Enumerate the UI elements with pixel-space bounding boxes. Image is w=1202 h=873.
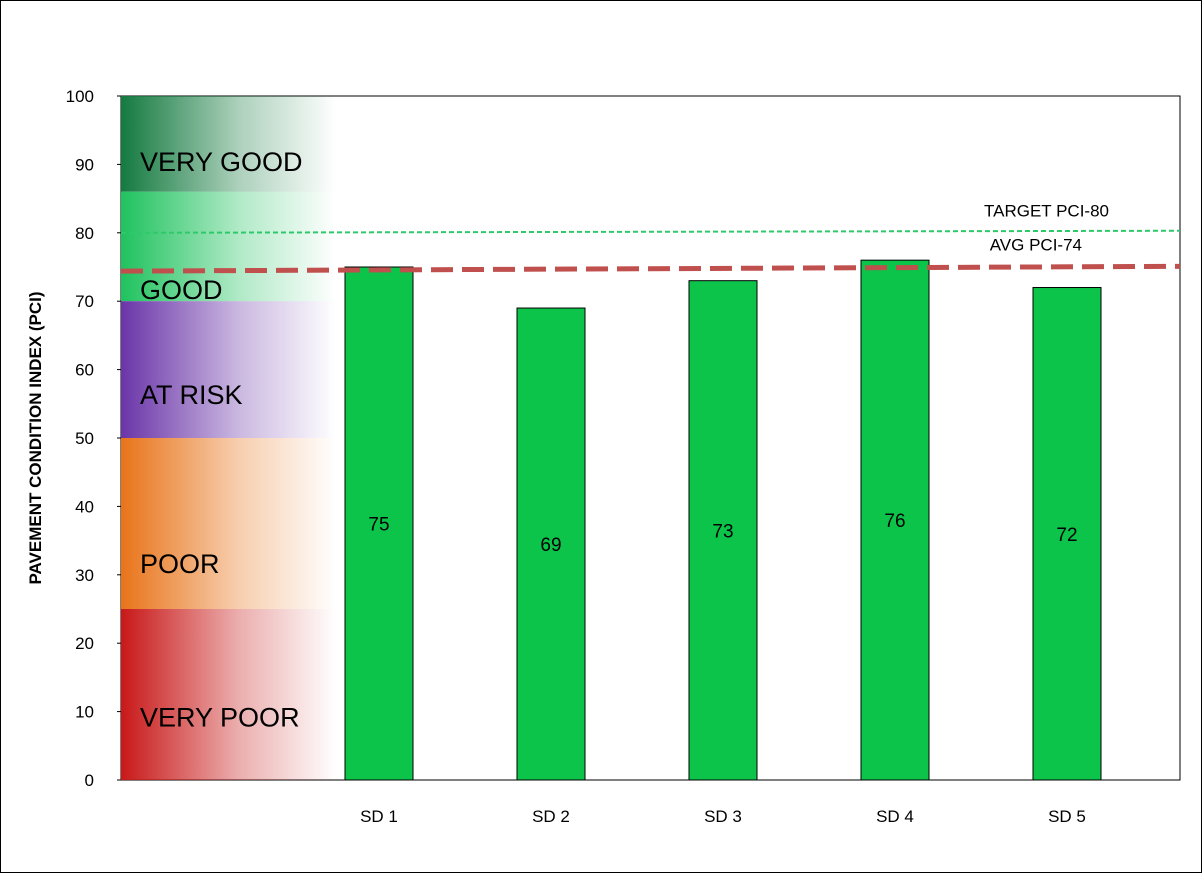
bar-sd-5 (1032, 287, 1102, 781)
band-label-poor: POOR (140, 549, 220, 579)
data-label-sd-2: 69 (540, 535, 561, 556)
y-tick-label-100: 100 (66, 87, 94, 106)
bar-sd-3 (688, 280, 758, 781)
x-tick-label-sd-2: SD 2 (532, 807, 570, 826)
y-tick-label-80: 80 (75, 224, 94, 243)
data-label-sd-5: 72 (1056, 525, 1077, 546)
y-tick-label-40: 40 (75, 497, 94, 516)
y-axis-label: PAVEMENT CONDITION INDEX (PCI) (26, 291, 45, 584)
reference-lines (120, 229, 1181, 274)
bar-sd-4 (860, 259, 930, 781)
y-tick-label-0: 0 (85, 771, 94, 790)
data-label-sd-4: 76 (884, 511, 905, 532)
condition-bands (120, 95, 1181, 781)
y-tick-label-30: 30 (75, 566, 94, 585)
axes (117, 95, 121, 781)
band-at-risk (121, 301, 336, 438)
y-tick-label-90: 90 (75, 155, 94, 174)
data-label-sd-1: 75 (368, 515, 389, 536)
bar-sd-1 (344, 266, 414, 781)
reference-line-avg (120, 263, 1181, 274)
reference-label-avg: AVG PCI-74 (990, 235, 1082, 254)
band-good (121, 191, 336, 302)
x-tick-label-sd-4: SD 4 (876, 807, 914, 826)
x-tick-label-sd-1: SD 1 (360, 807, 398, 826)
x-tick-label-sd-3: SD 3 (704, 807, 742, 826)
reference-label-target: TARGET PCI-80 (984, 202, 1109, 221)
x-tick-label-sd-5: SD 5 (1048, 807, 1086, 826)
y-tick-label-70: 70 (75, 292, 94, 311)
band-very-poor (121, 609, 336, 780)
bars (344, 259, 1102, 781)
reference-line-target (120, 229, 1181, 234)
data-label-sd-3: 73 (712, 521, 733, 542)
text-labels: VERY GOOD GOOD AT RISK POOR VERY POOR 75 SD 1 6… (26, 87, 1109, 826)
band-label-very-poor: VERY POOR (140, 702, 300, 732)
band-label-at-risk: AT RISK (140, 380, 243, 410)
y-tick-label-60: 60 (75, 361, 94, 380)
y-tick-label-10: 10 (75, 703, 94, 722)
band-very-good (121, 96, 336, 192)
band-poor (121, 438, 336, 609)
bar-sd-2 (516, 307, 586, 781)
band-label-very-good: VERY GOOD (140, 147, 303, 177)
y-tick-label-50: 50 (75, 429, 94, 448)
y-tick-label-20: 20 (75, 634, 94, 653)
band-label-good: GOOD (140, 275, 223, 305)
